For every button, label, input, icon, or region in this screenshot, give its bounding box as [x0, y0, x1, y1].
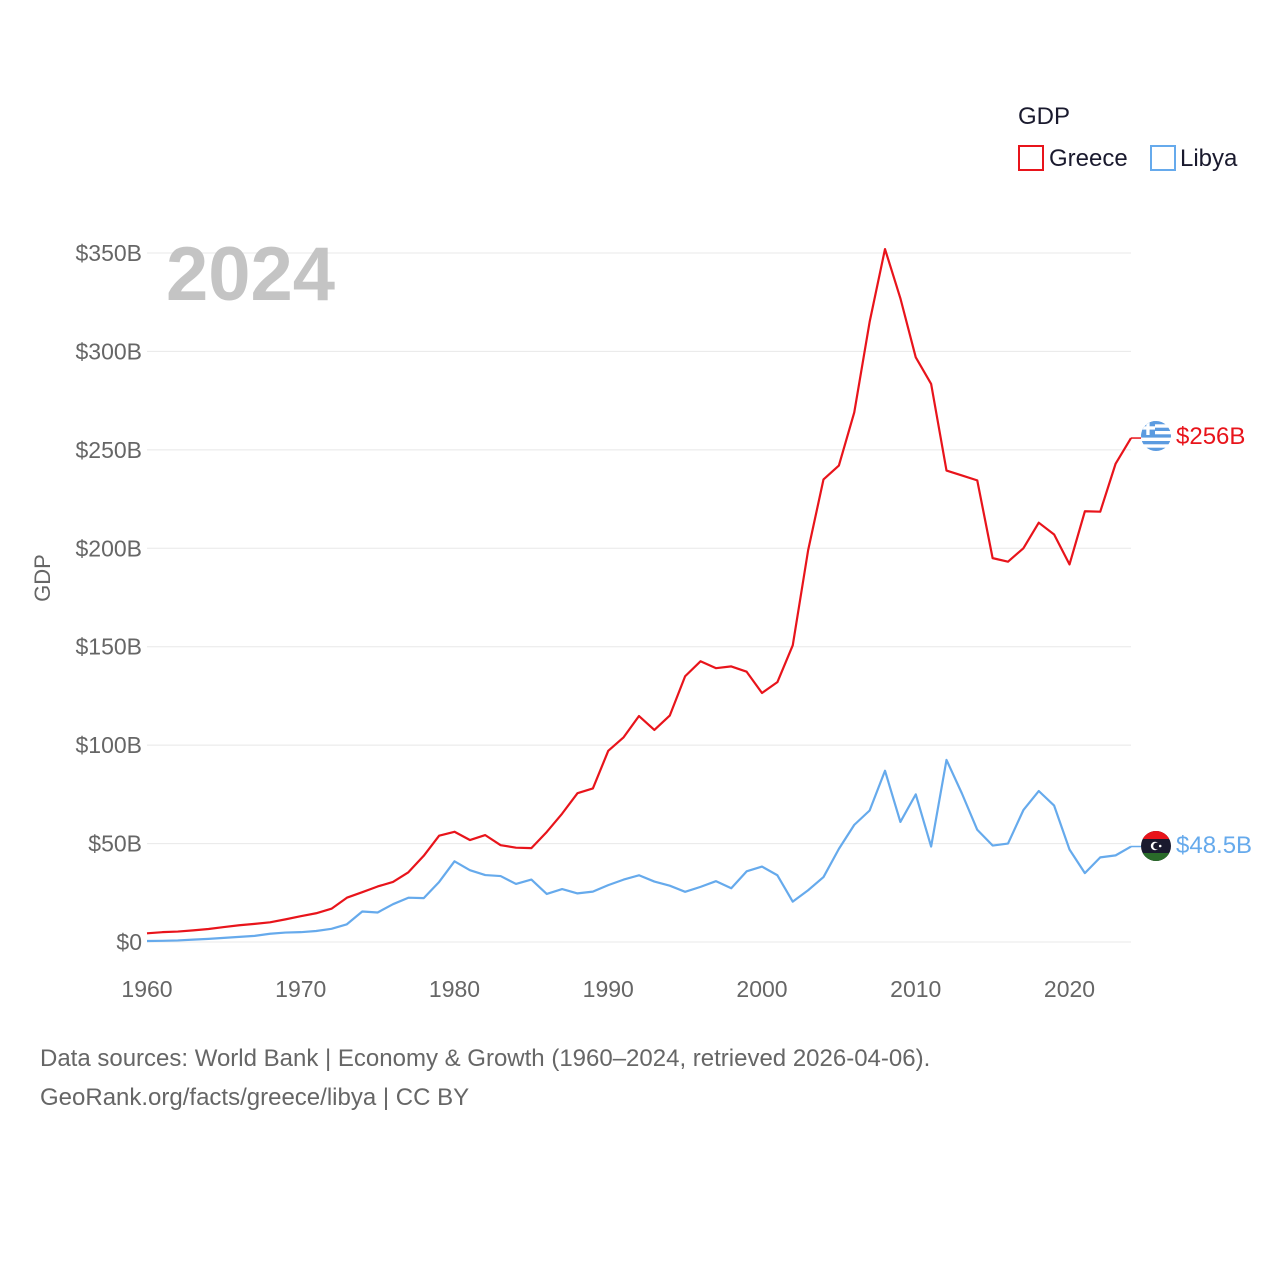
- x-tick-label: 1990: [583, 976, 634, 1002]
- libya-flag-icon: [1141, 831, 1171, 861]
- x-axis-ticks: 1960 1970 1980 1990 2000 2010 2020: [121, 976, 1095, 1002]
- y-tick-label: $0: [116, 929, 142, 955]
- series-lines: [146, 247, 1141, 943]
- greece-flag-icon: [1141, 421, 1171, 451]
- x-tick-label: 1980: [429, 976, 480, 1002]
- gridlines: [147, 252, 1131, 943]
- y-tick-label: $350B: [75, 240, 142, 266]
- legend-title: GDP: [1018, 103, 1070, 130]
- y-tick-label: $250B: [75, 437, 142, 463]
- y-axis-title: GDP: [30, 554, 55, 602]
- x-tick-label: 2000: [736, 976, 787, 1002]
- footer-sources: Data sources: World Bank | Economy & Gro…: [40, 1045, 931, 1072]
- y-tick-label: $200B: [75, 535, 142, 561]
- legend-label-libya[interactable]: Libya: [1180, 145, 1238, 172]
- x-tick-label: 2020: [1044, 976, 1095, 1002]
- footer-attribution[interactable]: GeoRank.org/facts/greece/libya | CC BY: [40, 1084, 470, 1111]
- series-line-libya[interactable]: [146, 758, 1132, 943]
- libya-end-value-label: $48.5B: [1176, 832, 1252, 859]
- year-label: 2024: [166, 232, 335, 317]
- legend: GDP Greece Libya: [1018, 103, 1238, 172]
- y-tick-label: $50B: [88, 831, 142, 857]
- y-tick-label: $300B: [75, 338, 142, 364]
- y-axis-ticks: $0 $50B $100B $150B $200B $250B $300B $350B: [75, 240, 142, 955]
- x-tick-label: 1970: [275, 976, 326, 1002]
- legend-swatch-greece[interactable]: [1018, 145, 1044, 171]
- legend-swatch-libya[interactable]: [1150, 145, 1176, 171]
- gdp-line-chart: $0 $50B $100B $150B $200B $250B $300B $350B 196…: [30, 103, 1252, 1002]
- series-line-greece[interactable]: [146, 247, 1132, 935]
- y-tick-label: $150B: [75, 634, 142, 660]
- x-tick-label: 2010: [890, 976, 941, 1002]
- greece-end-value-label: $256B: [1176, 423, 1245, 450]
- x-tick-label: 1960: [121, 976, 172, 1002]
- legend-label-greece[interactable]: Greece: [1049, 145, 1128, 172]
- y-tick-label: $100B: [75, 732, 142, 758]
